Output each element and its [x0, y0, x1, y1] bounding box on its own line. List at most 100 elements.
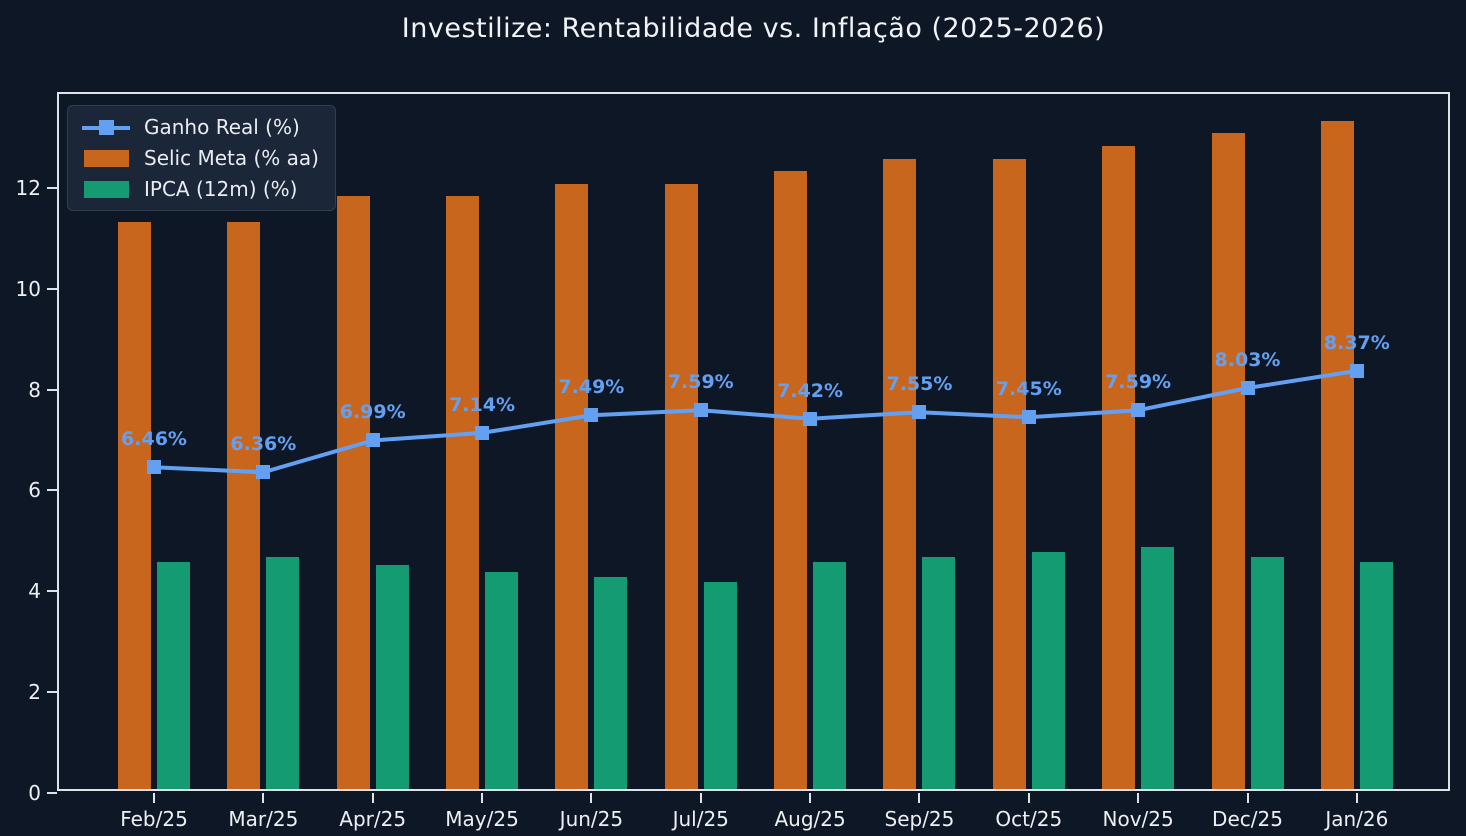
x-axis-tick: [153, 793, 155, 803]
legend-label-ganho-real: Ganho Real (%): [144, 115, 300, 139]
y-axis-tick-label: 12: [15, 175, 41, 200]
legend-label-selic: Selic Meta (% aa): [144, 146, 319, 170]
bar-selic: [1320, 120, 1354, 789]
x-axis-tick-label: Dec/25: [1212, 807, 1283, 831]
bar-selic: [336, 196, 370, 789]
point-value-label: 6.46%: [121, 428, 187, 451]
legend-item-ganho-real: Ganho Real (%): [82, 115, 319, 139]
bar-ipca: [1031, 551, 1065, 789]
x-axis-tick-label: Aug/25: [774, 807, 846, 831]
bar-ipca: [594, 577, 628, 789]
x-axis-tick: [481, 793, 484, 803]
x-axis-tick: [918, 793, 921, 803]
point-value-label: 7.59%: [667, 371, 734, 394]
bar-ipca: [703, 582, 737, 789]
bar-ipca: [922, 557, 956, 789]
x-axis-tick-label: May/25: [445, 807, 519, 831]
bar-selic: [555, 183, 589, 789]
y-axis-tick-label: 8: [28, 377, 41, 402]
line-point-marker: [147, 460, 161, 475]
legend-swatch-sample-selic: [82, 149, 130, 167]
x-axis-tick: [590, 793, 593, 803]
y-axis-tick: [47, 388, 57, 391]
y-axis-tick-label: 10: [15, 276, 41, 301]
legend-swatch-sample-ipca: [82, 180, 130, 198]
point-value-label: 8.37%: [1323, 331, 1390, 354]
point-value-label: 6.36%: [230, 433, 297, 456]
y-axis-tick: [47, 186, 57, 189]
bar-ipca: [485, 572, 519, 789]
x-axis-tick-label: Jun/25: [559, 807, 624, 831]
line-point-marker: [1021, 410, 1036, 425]
bar-ipca: [1359, 562, 1393, 789]
chart-title: Investilize: Rentabilidade vs. Inflação …: [401, 13, 1106, 44]
x-axis-tick-label: Apr/25: [339, 807, 407, 831]
bar-selic: [446, 196, 480, 789]
bar-ipca: [375, 564, 409, 789]
point-value-label: 6.99%: [339, 401, 406, 424]
line-point-marker: [803, 411, 818, 426]
y-axis-tick: [47, 489, 57, 492]
line-point-marker: [1349, 363, 1364, 378]
line-point-marker: [1131, 403, 1146, 418]
x-axis-tick-label: Feb/25: [120, 807, 188, 831]
legend-square-marker-icon: [99, 120, 114, 135]
legend-label-ipca: IPCA (12m) (%): [144, 177, 298, 201]
bar-selic: [1102, 145, 1136, 789]
legend-line-sample-ganho-real: [82, 118, 130, 136]
bar-selic: [118, 221, 151, 789]
y-axis-tick: [47, 590, 57, 593]
point-value-label: 8.03%: [1214, 349, 1281, 372]
line-point-marker: [256, 465, 271, 480]
point-value-label: 7.59%: [1105, 371, 1172, 394]
bar-ipca: [266, 557, 300, 789]
point-value-label: 7.14%: [449, 393, 516, 416]
legend: Ganho Real (%) Selic Meta (% aa) IPCA (1…: [67, 105, 336, 211]
y-axis-tick-label: 6: [28, 478, 41, 503]
x-axis-tick: [809, 793, 812, 803]
line-point-marker: [1240, 381, 1255, 396]
bar-ipca: [813, 562, 847, 789]
y-axis-tick: [47, 792, 57, 794]
x-axis-tick-label: Jan/26: [1325, 807, 1389, 831]
ganho-real-trend-line: [153, 368, 1358, 475]
bar-selic: [664, 183, 698, 789]
y-axis-tick-label: 4: [28, 579, 41, 604]
bar-selic: [883, 158, 917, 789]
x-axis-tick-label: Jul/25: [672, 807, 729, 831]
bar-selic: [992, 158, 1026, 789]
legend-swatch-ipca-icon: [84, 181, 129, 198]
x-axis-tick: [1246, 793, 1249, 803]
x-axis-tick-label: Nov/25: [1102, 807, 1174, 831]
point-value-label: 7.49%: [558, 376, 625, 399]
point-value-label: 7.55%: [886, 373, 953, 396]
y-axis-tick: [47, 287, 57, 290]
line-point-marker: [584, 408, 599, 423]
x-axis-tick: [1027, 793, 1030, 803]
x-axis-tick: [1355, 793, 1358, 803]
x-axis-tick-label: Sep/25: [884, 807, 955, 831]
x-axis-tick: [371, 793, 374, 803]
x-axis-tick: [262, 793, 265, 803]
point-value-label: 7.45%: [995, 378, 1062, 401]
y-axis-tick-label: 0: [28, 781, 41, 805]
x-axis-tick: [1137, 793, 1140, 803]
x-axis-tick-label: Oct/25: [995, 807, 1063, 831]
bar-selic: [227, 221, 261, 789]
y-axis-tick-label: 2: [28, 680, 41, 705]
bar-ipca: [157, 562, 190, 789]
legend-swatch-selic-icon: [84, 150, 129, 167]
x-axis-tick: [699, 793, 702, 803]
line-point-marker: [475, 425, 490, 440]
plot-area: Ganho Real (%) Selic Meta (% aa) IPCA (1…: [16, 92, 1450, 831]
line-point-marker: [693, 403, 708, 418]
line-point-marker: [912, 405, 927, 420]
bar-selic: [774, 171, 808, 789]
x-axis-tick-label: Mar/25: [228, 807, 299, 831]
bar-selic: [1211, 133, 1245, 789]
y-axis-tick: [47, 691, 57, 694]
legend-item-selic: Selic Meta (% aa): [82, 146, 319, 170]
bar-ipca: [1141, 546, 1175, 789]
legend-item-ipca: IPCA (12m) (%): [82, 177, 319, 201]
